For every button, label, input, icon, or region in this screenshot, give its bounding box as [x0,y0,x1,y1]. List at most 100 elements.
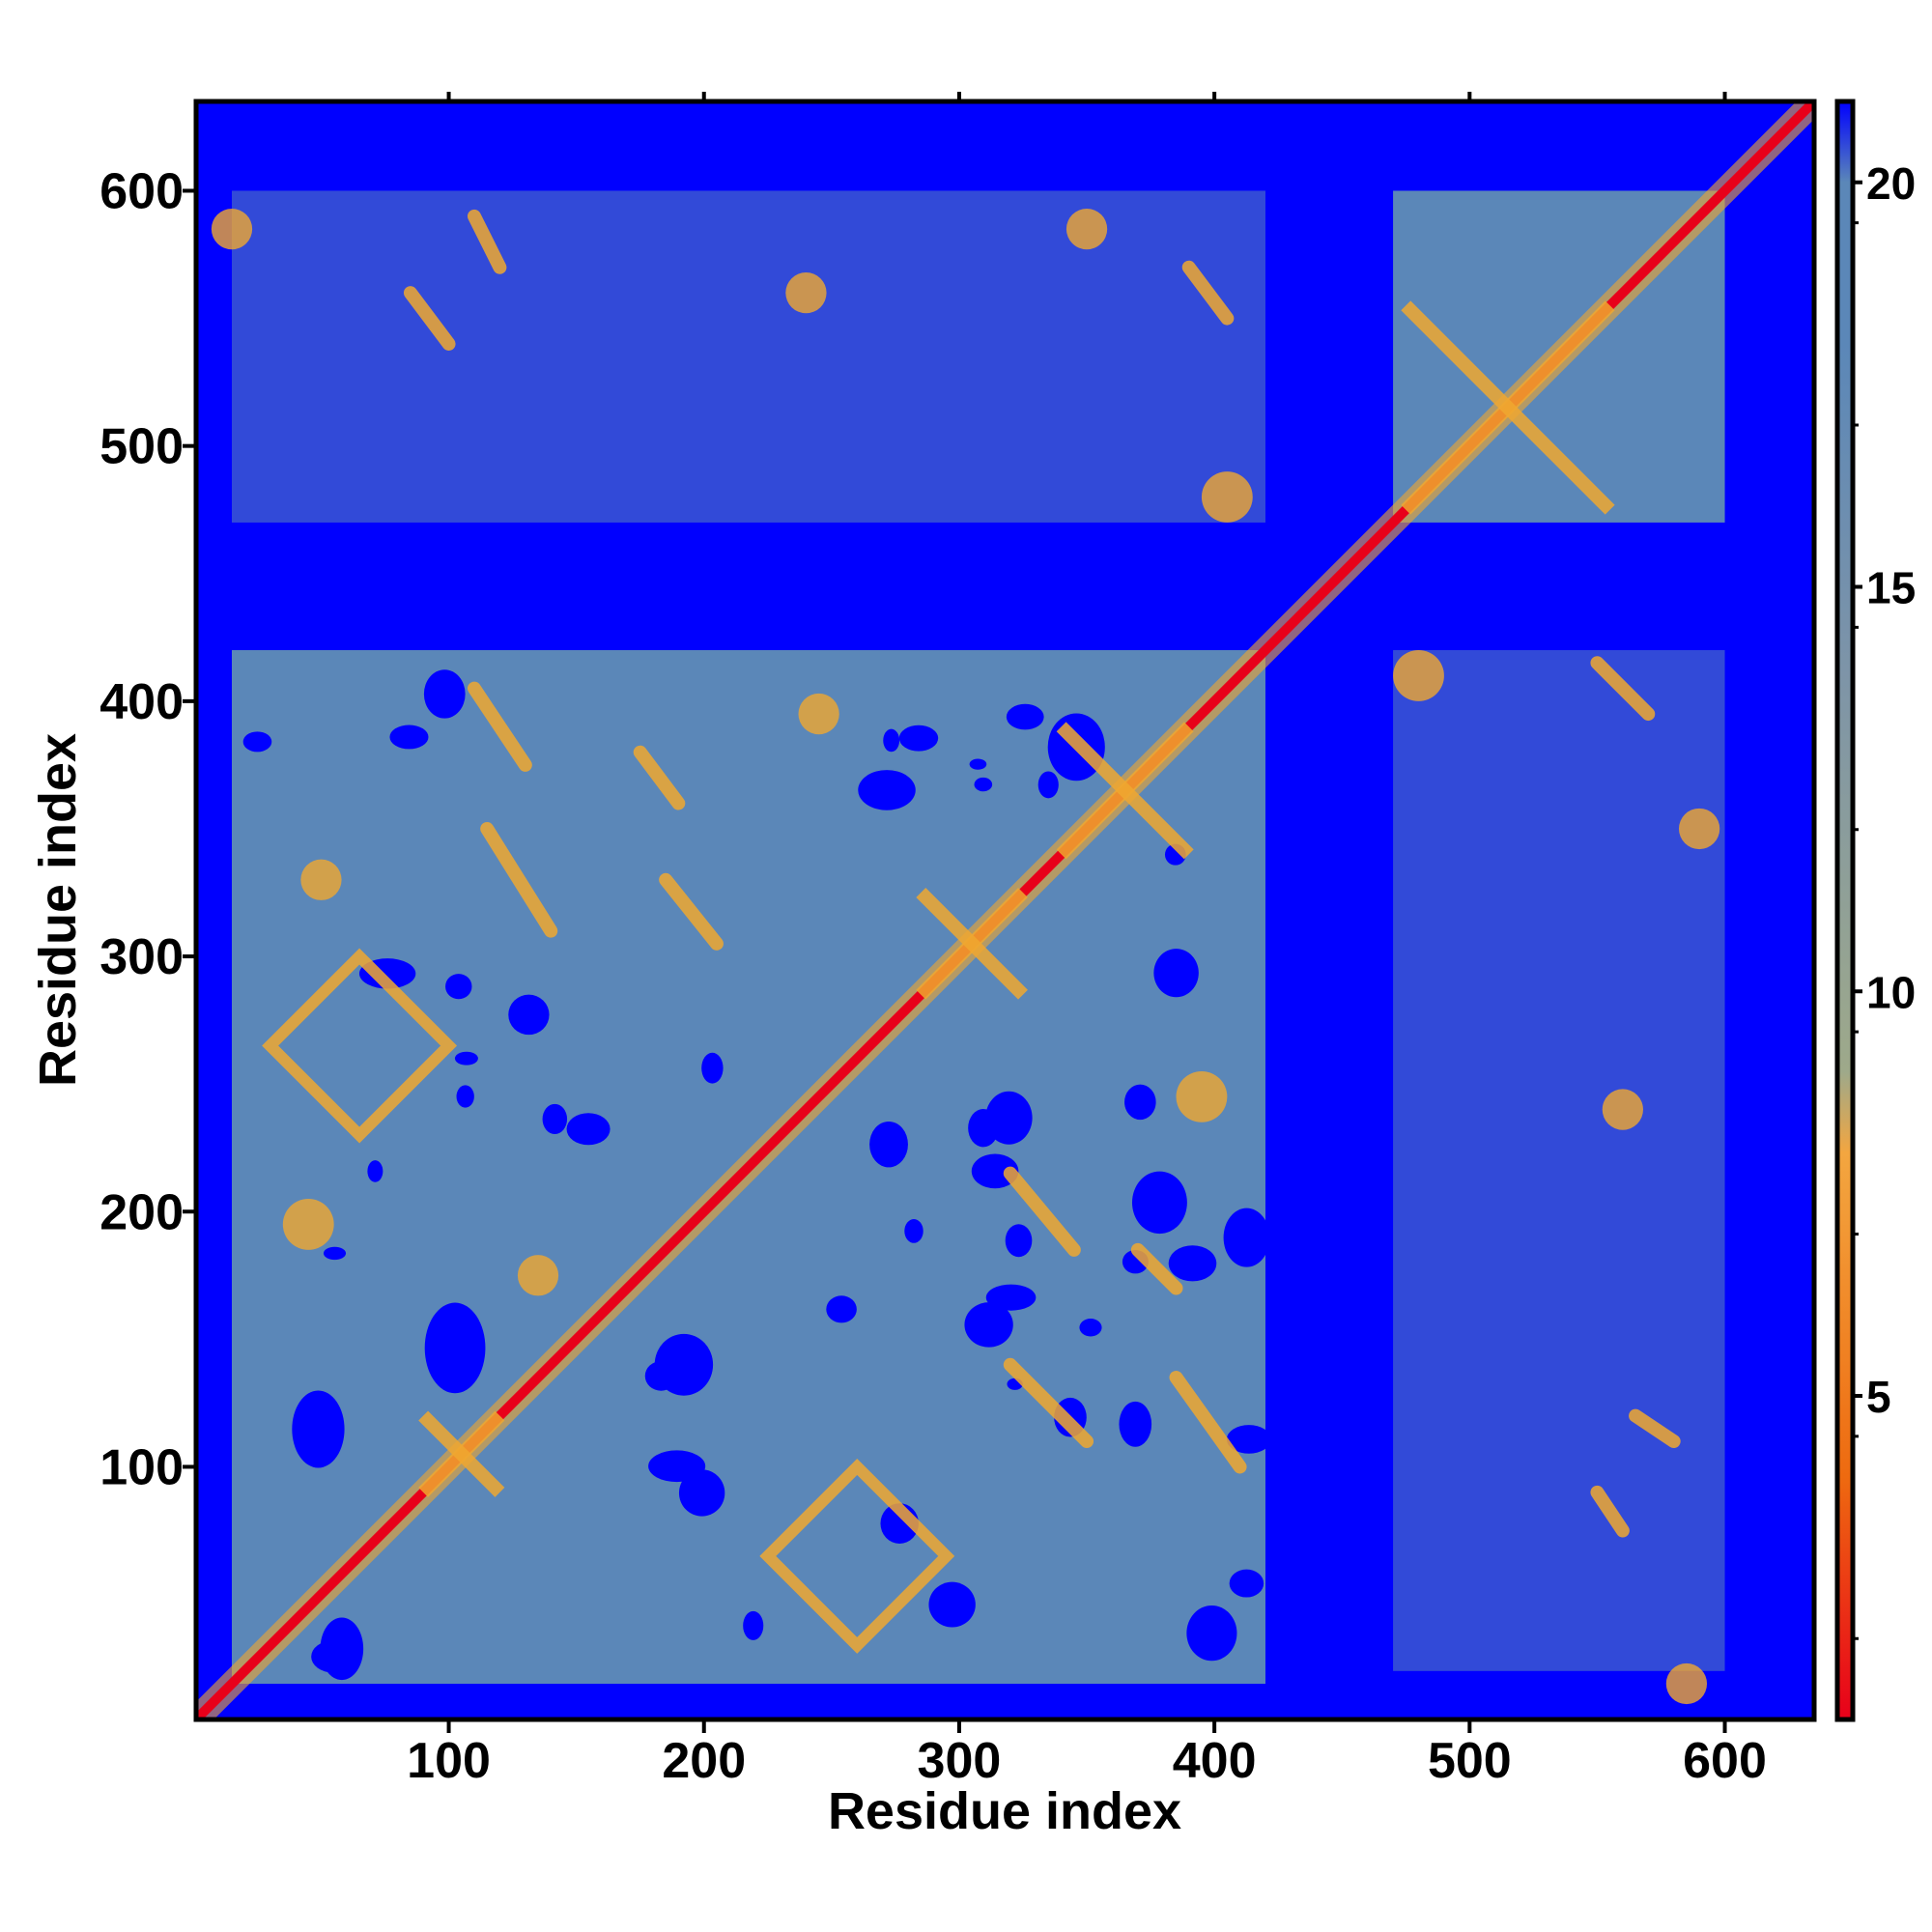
colorbar-tick-label: 5 [1866,1372,1891,1422]
heatmap-gap [566,1113,611,1146]
heatmap-gap [928,1581,976,1628]
heatmap-gap [1168,1245,1217,1282]
heatmap-gap [1229,1569,1264,1598]
contact-line [403,286,456,351]
x-axis: 100 200 300 400 500 600 [407,92,1767,1789]
heatmap-gap [456,1085,474,1108]
heatmap-gap [898,724,939,752]
x-tick-label: 300 [918,1733,1002,1789]
heatmap-gap [445,974,472,1000]
contact-line [633,745,686,810]
diamond-pattern [262,948,458,1144]
heatmap-gap [985,1284,1037,1311]
contact-line [1130,1242,1183,1295]
heatmap-gap [883,728,900,753]
x-tick-label: 100 [407,1733,491,1789]
cross-pattern [1401,300,1615,515]
contact-spot [1678,808,1720,850]
heatmap-gap [904,1219,923,1243]
colorbar-tick-label: 20 [1866,158,1916,209]
contact-spot [1393,650,1444,701]
heatmap-gap [1124,1084,1156,1121]
contact-spot [785,272,827,314]
contact-region [1393,650,1725,1671]
contact-line [1003,1357,1094,1449]
heatmap-gap [454,1051,478,1065]
heatmap-cells [196,101,1814,1719]
y-tick-label: 600 [99,163,184,219]
diamond-pattern [759,1458,955,1654]
heatmap-gap [242,731,272,753]
x-tick-label: 600 [1683,1733,1767,1789]
heatmap-gap [323,1246,347,1261]
contact-spot [300,859,342,900]
cross-pattern [1056,722,1194,860]
heatmap-gap [1226,1425,1271,1454]
y-tick-label: 200 [99,1184,184,1240]
contact-spot [798,693,839,735]
x-tick-label: 400 [1173,1733,1257,1789]
contact-region [231,190,1265,523]
heatmap-gap [1079,1319,1102,1337]
contact-spot [282,1199,334,1250]
colorbar-ticks: 5 10 15 20 [1853,158,1916,1640]
heatmap-gap [1186,1605,1237,1662]
x-axis-title: Residue index [828,1782,1181,1840]
heatmap-gap [985,1091,1033,1145]
heatmap-gap [367,1160,384,1182]
heatmap-gap [1005,1224,1033,1258]
x-tick-label: 200 [662,1733,746,1789]
contact-line [1003,1166,1081,1257]
contact-line [1590,1485,1630,1538]
heatmap-gap [292,1390,345,1468]
cross-pattern [418,1410,505,1497]
contact-spot [1201,471,1253,523]
contact-line [1629,1408,1681,1449]
heatmap-plot-area [193,99,1817,1722]
y-tick-label: 500 [99,419,184,475]
contact-spot [517,1255,559,1296]
contact-line [1181,260,1235,326]
cross-pattern [916,888,1028,1000]
heatmap-gap [974,777,993,792]
x-tick-label: 500 [1428,1733,1512,1789]
y-axis: 100 200 300 400 500 600 [99,163,196,1495]
contact-spot [211,208,253,250]
y-tick-label: 300 [99,929,184,985]
colorbar-tick-label: 10 [1866,967,1916,1017]
heatmap-gap [971,1153,1019,1189]
heatmap-gap [424,1302,486,1394]
contact-line [659,872,724,951]
plot-frame [193,99,1817,1722]
y-axis-title: Residue index [29,733,87,1087]
contact-line [467,681,532,772]
contact-line [1590,656,1656,722]
heatmap-gap [826,1295,857,1323]
colorbar-tick-label: 15 [1866,563,1916,613]
y-tick-label: 400 [99,674,184,730]
heatmap-gap [1153,949,1199,998]
contact-line [467,209,507,274]
heatmap-gap [964,1302,1013,1348]
heatmap-gap [1119,1401,1152,1447]
colorbar: 5 10 15 20 [1834,99,1916,1722]
heatmap-gap [1131,1171,1187,1235]
contact-spot [1065,208,1108,250]
heatmap-gap [869,1121,908,1168]
heatmap-gap [1223,1208,1270,1267]
heatmap-gap [969,758,987,770]
colorbar-gradient [1834,99,1856,1722]
heatmap-gap [743,1610,764,1640]
contact-spot [1602,1089,1643,1130]
contact-spot [1665,1662,1708,1705]
heatmap-gap [678,1469,725,1517]
heatmap-gap [858,770,916,810]
heatmap-gap [508,994,550,1036]
contact-line [480,821,558,938]
heatmap-gap [644,1361,677,1391]
heatmap-gap [389,724,429,750]
heatmap-gap [1037,771,1059,799]
contact-line [1169,1370,1247,1474]
heatmap-gap [320,1617,364,1681]
